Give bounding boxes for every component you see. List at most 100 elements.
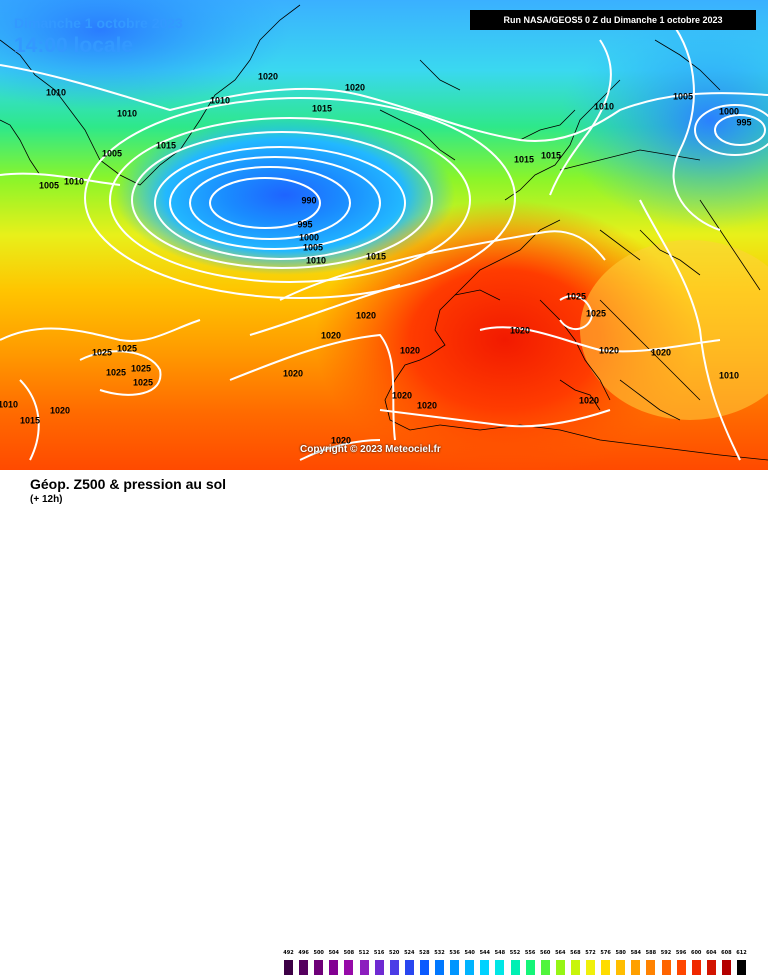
- forecast-lead-time: (+ 12h): [30, 494, 63, 505]
- legend-swatch: [601, 960, 611, 975]
- legend-value: 588: [645, 950, 657, 956]
- isobar-label: 1010: [117, 108, 137, 118]
- isobar-label: 1020: [400, 345, 420, 355]
- legend-swatch: [646, 960, 656, 975]
- legend-value: 548: [494, 950, 506, 956]
- isobar-label: 1010: [594, 101, 614, 111]
- legend-value: 572: [585, 950, 596, 956]
- legend-swatch: [374, 960, 384, 975]
- weather-map: 1020 1020 1010 1010 1010 1015 1015 1005 1010 1005…: [0, 0, 768, 470]
- isobar-label: 1010: [210, 95, 230, 105]
- legend-value: 604: [706, 950, 717, 956]
- color-scale-legend: 492 496 500 504 508 512 516 520 524 528 532 536 540 5…: [283, 948, 752, 978]
- legend-value: 608: [721, 950, 732, 956]
- cold-pool-northeast: [560, 10, 768, 230]
- legend-swatch: [389, 960, 399, 975]
- isobar-label: 1015: [20, 415, 40, 425]
- cold-pool-northwest: [0, 0, 290, 110]
- legend-value: 528: [419, 950, 430, 956]
- isobar-label: 1015: [514, 154, 534, 164]
- legend-value: 592: [660, 950, 672, 956]
- map-product-title: Géop. Z500 & pression au sol: [30, 476, 227, 492]
- isobar-label: 1020: [599, 345, 619, 355]
- isobar-label: 1020: [356, 310, 376, 320]
- isobar-label: 1020: [510, 325, 530, 335]
- legend-swatch: [450, 960, 460, 975]
- legend-swatch: [570, 960, 580, 975]
- legend-value: 600: [690, 950, 702, 956]
- legend-swatch: [661, 960, 671, 975]
- legend-value: 536: [449, 950, 460, 956]
- legend-swatch: [284, 960, 293, 975]
- isobar-label: 1020: [331, 435, 351, 445]
- isobar-label: 1005: [673, 91, 693, 101]
- legend-value: 508: [343, 950, 355, 956]
- legend-swatch: [359, 960, 369, 975]
- isobar-label: 1015: [312, 103, 332, 113]
- isobar-label: 1020: [50, 405, 70, 415]
- legend-value: 556: [524, 950, 536, 956]
- legend-swatch: [465, 960, 475, 975]
- legend-value: 596: [675, 950, 687, 956]
- legend-swatch: [404, 960, 414, 975]
- ridge-warm-field: [315, 200, 695, 470]
- isobar-label: 1015: [366, 251, 386, 261]
- isobar-label: 1025: [566, 291, 586, 301]
- copyright-notice: Copyright © 2023 Meteociel.fr: [300, 444, 441, 455]
- isobar-label: 1000: [719, 106, 739, 116]
- isobar-label: 1025: [133, 377, 153, 387]
- legend-swatch: [480, 960, 490, 975]
- isobar-label: 1025: [586, 308, 606, 318]
- legend-swatch: [344, 960, 354, 975]
- isobar-label: 1010: [306, 255, 326, 265]
- map-footer: Géop. Z500 & pression au sol (+ 12h) 492…: [0, 470, 768, 975]
- legend-swatch: [616, 960, 626, 975]
- isobar-label: 1010: [46, 87, 66, 97]
- legend-swatch: [299, 960, 309, 975]
- legend-value: 520: [388, 950, 400, 956]
- isobar-label: 995: [736, 117, 751, 127]
- legend-value: 576: [600, 950, 611, 956]
- isobar-label: 1000: [299, 232, 319, 242]
- legend-swatch: [525, 960, 535, 975]
- isobar-label: 1005: [303, 242, 323, 252]
- legend-value: 500: [313, 950, 324, 956]
- isobar-label: 1020: [392, 390, 412, 400]
- legend-value: 516: [373, 950, 385, 956]
- isobar-label: 990: [301, 195, 316, 205]
- isobar-label: 1005: [102, 148, 122, 158]
- legend-swatch: [495, 960, 505, 975]
- legend-swatch: [721, 960, 731, 975]
- legend-value: 560: [539, 950, 551, 956]
- isobar-label: 1020: [283, 368, 303, 378]
- isobar-label: 1025: [131, 363, 151, 373]
- legend-value: 580: [615, 950, 626, 956]
- legend-swatch: [691, 960, 701, 975]
- isobar-label: 995: [297, 219, 312, 229]
- legend-swatch: [586, 960, 595, 975]
- legend-swatch: [314, 960, 324, 975]
- isobar-label: 1020: [258, 71, 278, 81]
- isobar-label: 1010: [0, 399, 18, 409]
- isobar-label: 1025: [117, 343, 137, 353]
- legend-value: 612: [736, 950, 747, 956]
- legend-value: 552: [509, 950, 521, 956]
- legend-swatch: [706, 960, 716, 975]
- legend-value: 504: [328, 950, 340, 956]
- legend-swatch: [540, 960, 550, 975]
- legend-value: 544: [479, 950, 491, 956]
- isobar-label: 1015: [541, 150, 561, 160]
- legend-swatch: [737, 960, 746, 975]
- isobar-label: 1020: [417, 400, 437, 410]
- legend-value: 584: [630, 950, 642, 956]
- isobar-label: 1020: [345, 82, 365, 92]
- legend-value: 492: [283, 950, 294, 956]
- legend-swatch: [676, 960, 686, 975]
- isobar-label: 1020: [579, 395, 599, 405]
- isobar-label: 1010: [64, 176, 84, 186]
- legend-swatch: [510, 960, 520, 975]
- legend-value: 496: [298, 950, 309, 956]
- legend-value: 532: [434, 950, 445, 956]
